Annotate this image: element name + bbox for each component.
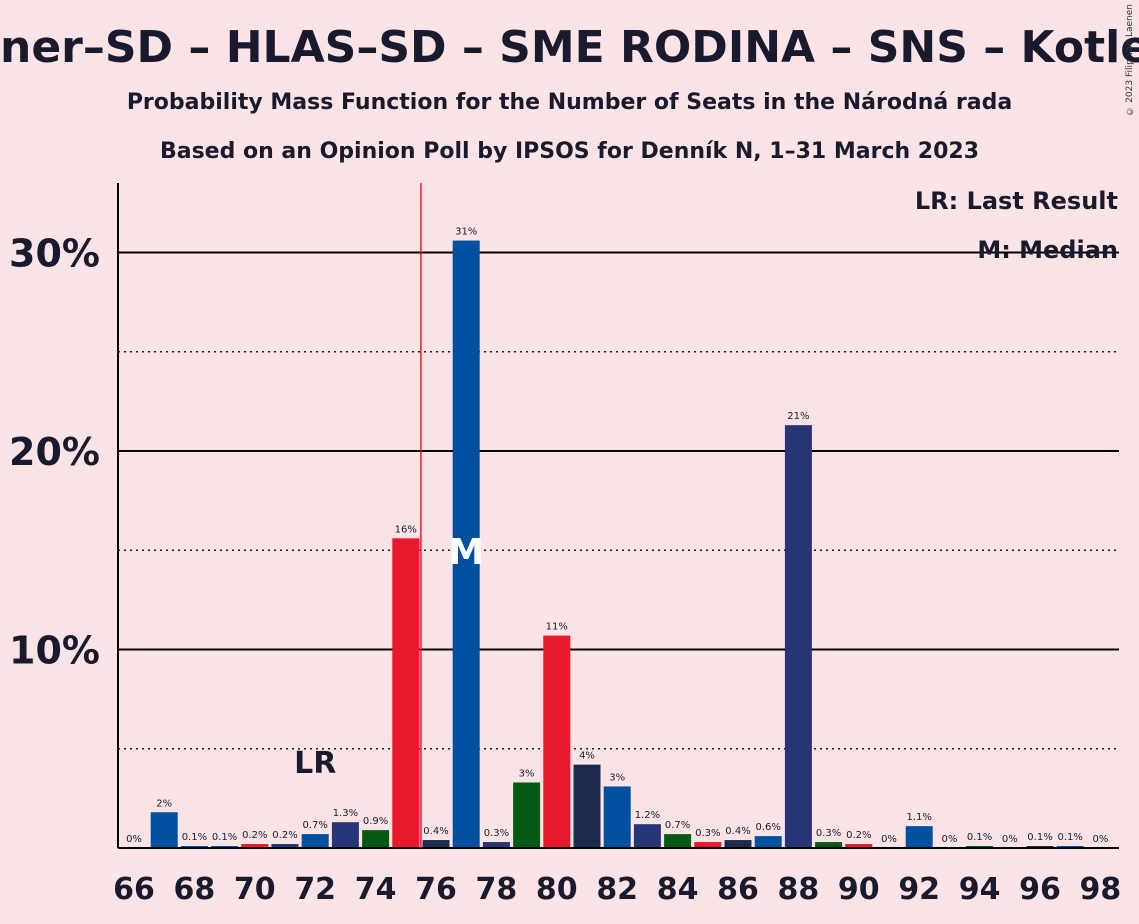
bar-value-label: 0.3%	[695, 828, 720, 839]
bar-value-label: 3%	[519, 768, 535, 779]
bars	[150, 240, 1084, 849]
x-tick-label: 86	[717, 872, 759, 907]
x-tick-label: 70	[234, 872, 276, 907]
bar-seat-92	[905, 826, 933, 848]
x-tick-label: 72	[294, 872, 336, 907]
bar-value-label: 1.1%	[906, 812, 931, 823]
legend-last-result: LR: Last Result	[915, 187, 1118, 215]
axes: 66 68 70 72 74 76 78 80 82 84 86 88 90 92 94 96 98	[113, 183, 1121, 907]
bar-value-label: 0.2%	[846, 830, 871, 841]
bar-seat-78	[482, 842, 510, 848]
median-marker: M	[448, 532, 484, 573]
bar-seat-72	[301, 834, 329, 848]
y-tick-label: 20%	[9, 430, 100, 474]
bar-value-label: 0%	[126, 834, 142, 845]
bar-value-label: 0.1%	[967, 832, 992, 843]
bar-value-label: 0%	[1002, 834, 1018, 845]
bar-seat-74	[362, 830, 390, 848]
bar-value-labels: 0% 2% 0.1% 0.1% 0.2% 0.2% 0.7% 1.3% 0.9% 16% 0.4% 3…	[126, 227, 1108, 845]
bar-value-label: 4%	[579, 751, 595, 762]
x-tick-label: 94	[959, 872, 1001, 907]
x-tick-label: 78	[476, 872, 518, 907]
bar-value-label: 1.3%	[333, 808, 358, 819]
bar-seat-90	[845, 844, 873, 848]
bar-seat-75	[392, 538, 420, 848]
x-tick-label: 68	[174, 872, 216, 907]
bar-value-label: 21%	[787, 411, 809, 422]
bar-value-label: 0.4%	[423, 826, 448, 837]
x-tick-label: 74	[355, 872, 397, 907]
bar-seat-83	[633, 824, 661, 848]
bar-seat-84	[664, 834, 692, 848]
x-tick-label: 84	[657, 872, 699, 907]
bar-seat-77	[452, 240, 480, 849]
bar-value-label: 0.7%	[665, 820, 690, 831]
gridlines: 10% 20% 30%	[9, 231, 1119, 750]
bar-value-label: 0%	[1092, 834, 1108, 845]
x-tick-label: 88	[778, 872, 820, 907]
bar-seat-79	[513, 782, 541, 848]
x-tick-label: 98	[1080, 872, 1122, 907]
bar-value-label: 0.1%	[182, 832, 207, 843]
bar-value-label: 0.1%	[1057, 832, 1082, 843]
last-result-marker: LR	[294, 746, 336, 781]
bar-value-label: 3%	[609, 772, 625, 783]
x-tick-label: 96	[1019, 872, 1061, 907]
bar-value-label: 0%	[941, 834, 957, 845]
x-tick-label: 66	[113, 872, 155, 907]
bar-value-label: 0.3%	[484, 828, 509, 839]
bar-value-label: 1.2%	[635, 810, 660, 821]
bar-value-label: 16%	[395, 524, 417, 535]
legend-median: M: Median	[977, 236, 1118, 264]
bar-seat-80	[543, 635, 571, 848]
bar-seat-71	[271, 844, 299, 848]
x-tick-label: 90	[838, 872, 880, 907]
bar-value-label: 0.6%	[755, 822, 780, 833]
bar-seat-73	[331, 822, 359, 848]
bar-seat-81	[573, 764, 601, 848]
bar-seat-70	[241, 844, 269, 848]
bar-value-label: 31%	[455, 227, 477, 238]
bar-seat-87	[754, 836, 782, 848]
bar-value-label: 11%	[546, 622, 568, 633]
bar-value-label: 0.1%	[1027, 832, 1052, 843]
x-tick-label: 76	[415, 872, 457, 907]
y-tick-label: 30%	[9, 231, 100, 275]
chart-subtitle: Probability Mass Function for the Number…	[126, 90, 1013, 115]
x-tick-label: 82	[596, 872, 638, 907]
bar-value-label: 0.2%	[242, 830, 267, 841]
bar-value-label: 0%	[881, 834, 897, 845]
bar-value-label: 0.9%	[363, 816, 388, 827]
bar-value-label: 0.3%	[816, 828, 841, 839]
bar-seat-67	[150, 812, 178, 848]
bar-seat-82	[603, 786, 631, 848]
bar-seat-88	[784, 425, 812, 848]
y-tick-label: 10%	[9, 628, 100, 672]
x-tick-label: 80	[536, 872, 578, 907]
markers: LR M	[294, 183, 484, 848]
bar-value-label: 0.7%	[302, 820, 327, 831]
bar-value-label: 2%	[156, 798, 172, 809]
bar-value-label: 0.2%	[272, 830, 297, 841]
chart-source-line: Based on an Opinion Poll by IPSOS for De…	[159, 139, 980, 164]
bar-seat-89	[815, 842, 843, 848]
bar-value-label: 0.4%	[725, 826, 750, 837]
bar-seat-86	[724, 840, 752, 848]
bar-seat-76	[422, 840, 450, 848]
x-tick-label: 92	[898, 872, 940, 907]
bar-seat-85	[694, 842, 722, 848]
chart-title: ner–SD – HLAS–SD – SME RODINA – SNS – Ko…	[0, 22, 1139, 73]
bar-value-label: 0.1%	[212, 832, 237, 843]
